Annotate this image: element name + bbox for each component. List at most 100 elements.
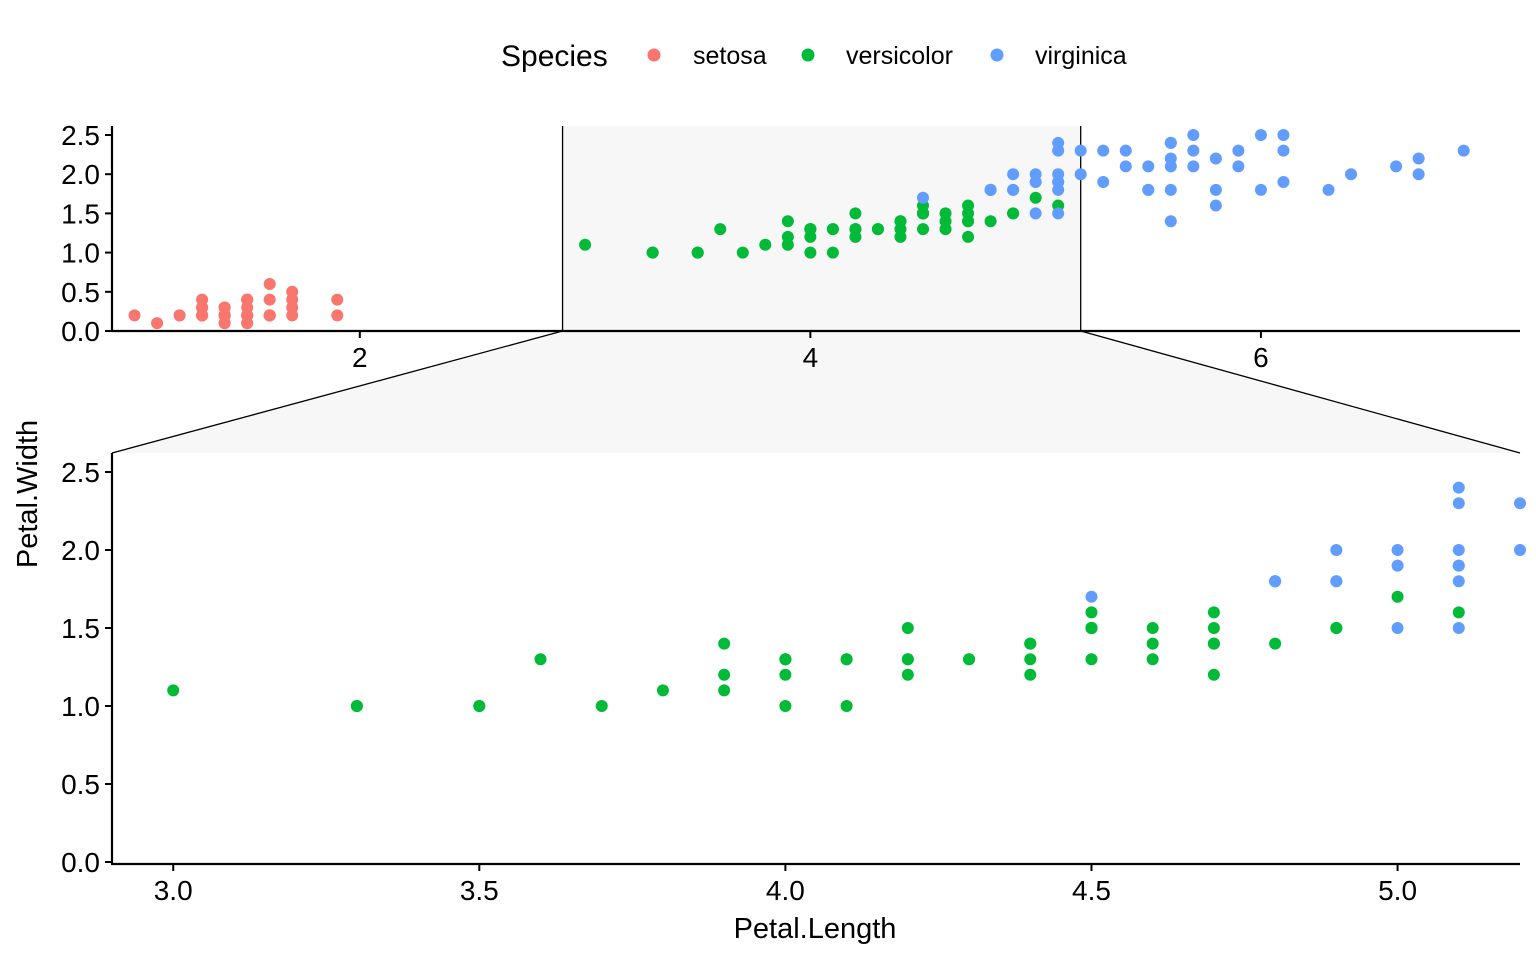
detail-point-versicolor bbox=[840, 653, 853, 666]
overview-point-virginica bbox=[1007, 168, 1020, 181]
overview-point-virginica bbox=[1187, 129, 1200, 141]
detail-point-versicolor bbox=[779, 700, 792, 712]
detail-point-versicolor bbox=[963, 653, 976, 666]
overview-point-virginica bbox=[1097, 144, 1110, 157]
detail-point-versicolor bbox=[840, 700, 853, 712]
detail-panel: 0.0 0.5 1.0 1.5 2.0 2.5 3.0 3.5 4.0 4.5 5.0 bbox=[61, 453, 1526, 906]
detail-y-tick-label: 0.0 bbox=[61, 847, 100, 878]
overview-point-versicolor bbox=[939, 215, 952, 228]
legend-title: Species bbox=[501, 40, 608, 73]
overview-point-virginica bbox=[1142, 183, 1155, 196]
overview-point-versicolor bbox=[894, 230, 907, 243]
overview-point-virginica bbox=[1457, 144, 1470, 157]
overview-point-virginica bbox=[1277, 129, 1290, 141]
overview-y-tick-label: 0.5 bbox=[61, 277, 100, 308]
legend-item-setosa: setosa bbox=[647, 42, 767, 70]
zoom-connector-right bbox=[1080, 330, 1521, 454]
detail-point-versicolor bbox=[1085, 622, 1098, 634]
detail-point-versicolor bbox=[473, 700, 486, 712]
legend-label-versicolor: versicolor bbox=[846, 42, 953, 70]
overview-x-tick-label: 6 bbox=[1253, 342, 1269, 373]
detail-point-virginica bbox=[1452, 497, 1465, 510]
overview-point-versicolor bbox=[759, 238, 772, 251]
detail-point-virginica bbox=[1085, 590, 1098, 603]
detail-point-versicolor bbox=[1024, 668, 1037, 681]
overview-point-setosa bbox=[286, 309, 299, 322]
detail-y-tick-label: 1.0 bbox=[61, 691, 100, 722]
legend-label-setosa: setosa bbox=[693, 42, 767, 70]
overview-point-virginica bbox=[1254, 183, 1267, 196]
detail-point-versicolor bbox=[718, 637, 731, 650]
overview-point-virginica bbox=[917, 191, 930, 204]
overview-point-setosa bbox=[173, 309, 186, 322]
detail-point-virginica bbox=[1391, 544, 1404, 556]
overview-point-versicolor bbox=[691, 246, 704, 259]
overview-point-virginica bbox=[1029, 176, 1042, 189]
detail-y-tick-label: 2.5 bbox=[61, 457, 100, 488]
detail-x-tick-label: 4.5 bbox=[1072, 875, 1111, 906]
overview-point-setosa bbox=[263, 277, 276, 290]
overview-point-setosa bbox=[151, 317, 164, 330]
overview-point-virginica bbox=[1164, 215, 1177, 228]
overview-point-virginica bbox=[984, 183, 997, 196]
overview-point-setosa bbox=[196, 309, 209, 322]
overview-point-virginica bbox=[1119, 160, 1132, 173]
overview-point-setosa bbox=[263, 309, 276, 322]
detail-point-versicolor bbox=[718, 668, 731, 681]
detail-point-versicolor bbox=[1330, 622, 1343, 634]
overview-point-virginica bbox=[1164, 183, 1177, 196]
detail-point-virginica bbox=[1330, 544, 1343, 556]
detail-point-virginica bbox=[1514, 497, 1526, 510]
overview-point-versicolor bbox=[984, 215, 997, 228]
overview-point-versicolor bbox=[579, 238, 592, 251]
legend-key-virginica bbox=[990, 48, 1004, 62]
overview-point-virginica bbox=[1052, 207, 1065, 220]
overview-point-virginica bbox=[1209, 183, 1222, 196]
overview-point-versicolor bbox=[781, 230, 794, 243]
detail-point-versicolor bbox=[779, 668, 792, 681]
detail-point-versicolor bbox=[1085, 606, 1098, 619]
overview-point-versicolor bbox=[962, 230, 975, 243]
y-axis-title: Petal.Width bbox=[12, 420, 44, 568]
detail-x-tick-label: 4.0 bbox=[766, 875, 805, 906]
overview-point-virginica bbox=[1232, 144, 1245, 157]
detail-point-virginica bbox=[1452, 622, 1465, 634]
legend: Species setosa versicolor virginica bbox=[501, 40, 1127, 73]
overview-y-tick-label: 0.0 bbox=[61, 316, 100, 347]
detail-point-versicolor bbox=[595, 700, 608, 712]
detail-points bbox=[167, 481, 1526, 712]
detail-y-tick-label: 2.0 bbox=[61, 535, 100, 566]
overview-point-virginica bbox=[1254, 129, 1267, 141]
legend-item-virginica: virginica bbox=[990, 42, 1127, 70]
detail-point-versicolor bbox=[1207, 606, 1220, 619]
overview-point-versicolor bbox=[646, 246, 659, 259]
detail-point-virginica bbox=[1452, 575, 1465, 588]
detail-point-virginica bbox=[1514, 544, 1526, 556]
overview-x-tick-label: 4 bbox=[803, 342, 819, 373]
overview-point-versicolor bbox=[917, 223, 930, 236]
detail-point-versicolor bbox=[901, 668, 914, 681]
legend-item-versicolor: versicolor bbox=[801, 42, 953, 70]
overview-point-setosa bbox=[241, 309, 254, 322]
detail-point-virginica bbox=[1452, 481, 1465, 494]
overview-y-tick-label: 2.5 bbox=[61, 120, 100, 151]
overview-y-tick-label: 1.5 bbox=[61, 198, 100, 229]
detail-point-versicolor bbox=[1207, 668, 1220, 681]
detail-point-versicolor bbox=[1146, 653, 1159, 666]
detail-point-versicolor bbox=[779, 653, 792, 666]
overview-point-virginica bbox=[1164, 136, 1177, 149]
overview-point-versicolor bbox=[714, 223, 727, 236]
legend-label-virginica: virginica bbox=[1035, 42, 1127, 70]
detail-point-versicolor bbox=[1452, 606, 1465, 619]
legend-key-versicolor bbox=[801, 48, 815, 62]
overview-point-versicolor bbox=[804, 246, 817, 259]
overview-y-tick-label: 2.0 bbox=[61, 159, 100, 190]
detail-point-versicolor bbox=[1024, 653, 1037, 666]
overview-point-virginica bbox=[1322, 183, 1335, 196]
detail-point-versicolor bbox=[534, 653, 547, 666]
overview-points bbox=[128, 129, 1470, 330]
detail-x-tick-label: 3.0 bbox=[154, 875, 193, 906]
detail-point-virginica bbox=[1269, 575, 1282, 588]
overview-point-virginica bbox=[1074, 144, 1087, 157]
